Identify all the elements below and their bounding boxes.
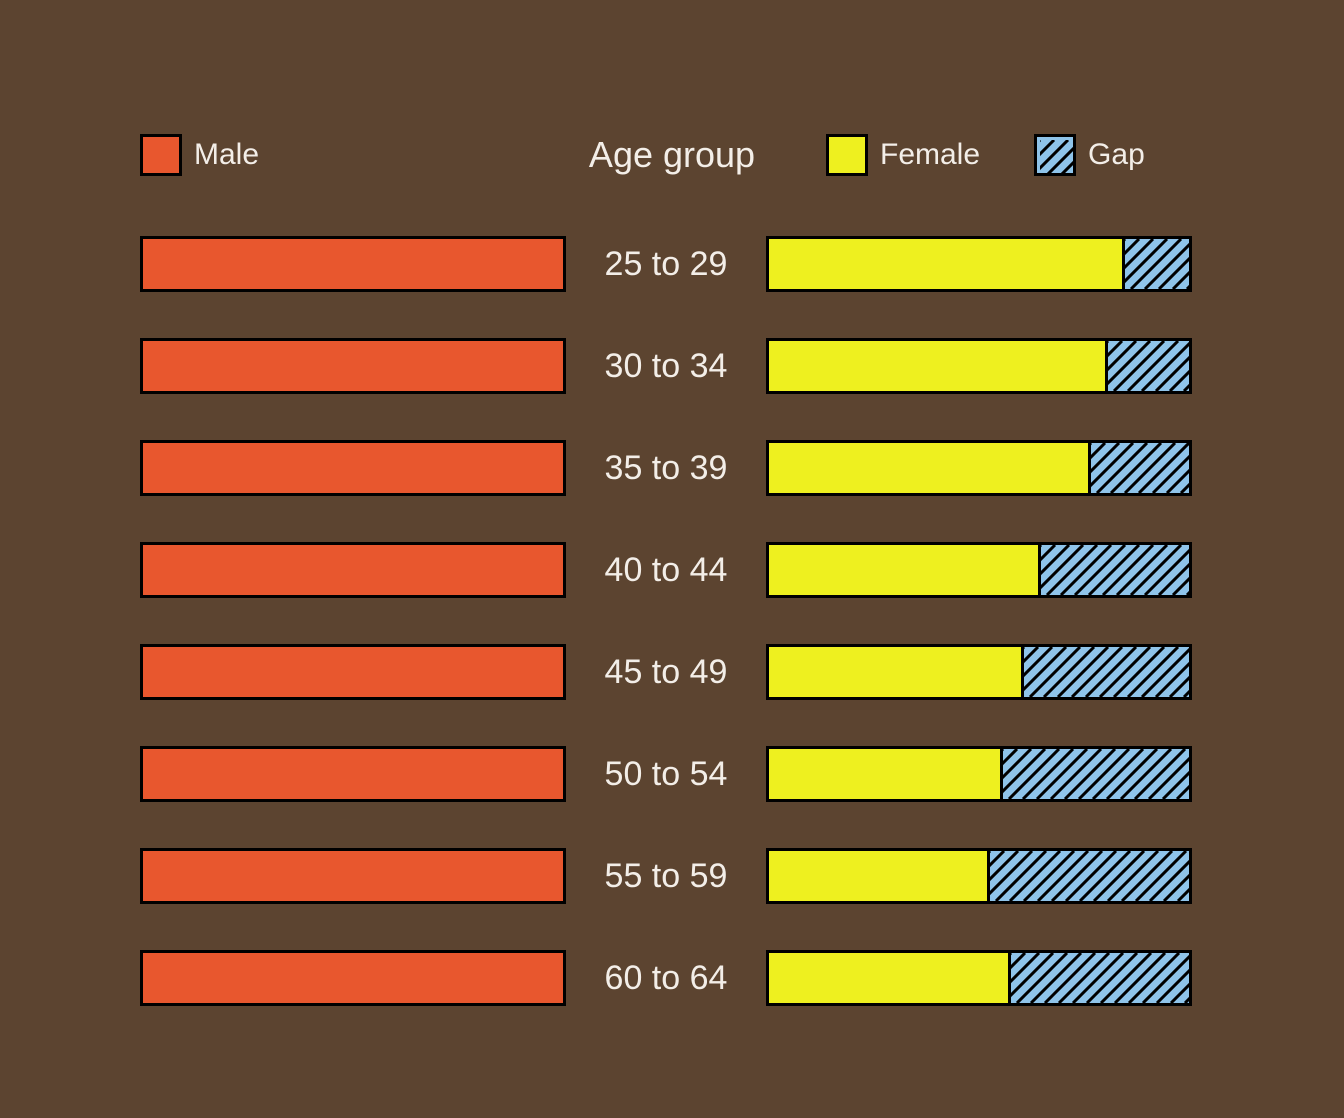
female-segment — [769, 545, 1038, 595]
female-segment — [769, 953, 1008, 1003]
legend-female: Female — [826, 134, 980, 176]
female-segment — [769, 341, 1105, 391]
female-gap-bar — [766, 746, 1192, 802]
female-segment — [769, 851, 987, 901]
gap-segment — [1105, 341, 1189, 391]
age-group-label: 60 to 64 — [566, 959, 766, 998]
age-group-label: 55 to 59 — [566, 857, 766, 896]
gap-segment — [1000, 749, 1189, 799]
male-bar — [140, 950, 566, 1006]
legend-male-swatch — [140, 134, 182, 176]
gap-segment — [1088, 443, 1189, 493]
chart-row: 45 to 49 — [140, 644, 1192, 700]
age-group-label: 35 to 39 — [566, 449, 766, 488]
age-group-label: 50 to 54 — [566, 755, 766, 794]
legend-gap: Gap — [1034, 134, 1145, 176]
legend-right-group: Female Gap — [826, 134, 1145, 176]
male-bar — [140, 236, 566, 292]
male-bar — [140, 440, 566, 496]
gap-segment — [987, 851, 1189, 901]
chart-row: 60 to 64 — [140, 950, 1192, 1006]
chart-row: 55 to 59 — [140, 848, 1192, 904]
chart-row: 25 to 29 — [140, 236, 1192, 292]
legend-female-label: Female — [880, 138, 980, 172]
age-group-label: 40 to 44 — [566, 551, 766, 590]
female-gap-bar — [766, 338, 1192, 394]
legend-male-label: Male — [194, 138, 259, 172]
age-group-label: 25 to 29 — [566, 245, 766, 284]
age-group-label: 45 to 49 — [566, 653, 766, 692]
legend-male: Male — [140, 134, 259, 176]
male-bar — [140, 848, 566, 904]
gap-segment — [1122, 239, 1189, 289]
chart-row: 30 to 34 — [140, 338, 1192, 394]
female-gap-bar — [766, 440, 1192, 496]
chart-header: Male Age group Female Gap — [0, 130, 1344, 180]
age-group-label: 30 to 34 — [566, 347, 766, 386]
female-segment — [769, 239, 1122, 289]
male-bar — [140, 542, 566, 598]
female-segment — [769, 749, 1000, 799]
female-gap-bar — [766, 644, 1192, 700]
female-segment — [769, 647, 1021, 697]
female-segment — [769, 443, 1088, 493]
gap-segment — [1021, 647, 1189, 697]
chart-row: 35 to 39 — [140, 440, 1192, 496]
female-gap-bar — [766, 848, 1192, 904]
gap-segment — [1008, 953, 1189, 1003]
legend-gap-swatch — [1034, 134, 1076, 176]
female-gap-bar — [766, 236, 1192, 292]
chart-canvas: Male Age group Female Gap 25 to 29 30 to … — [0, 0, 1344, 1118]
male-bar — [140, 644, 566, 700]
female-gap-bar — [766, 542, 1192, 598]
gap-segment — [1038, 545, 1189, 595]
chart-row: 40 to 44 — [140, 542, 1192, 598]
female-gap-bar — [766, 950, 1192, 1006]
male-bar — [140, 746, 566, 802]
legend-female-swatch — [826, 134, 868, 176]
legend-gap-label: Gap — [1088, 138, 1145, 172]
chart-title: Age group — [589, 134, 755, 176]
male-bar — [140, 338, 566, 394]
chart-row: 50 to 54 — [140, 746, 1192, 802]
